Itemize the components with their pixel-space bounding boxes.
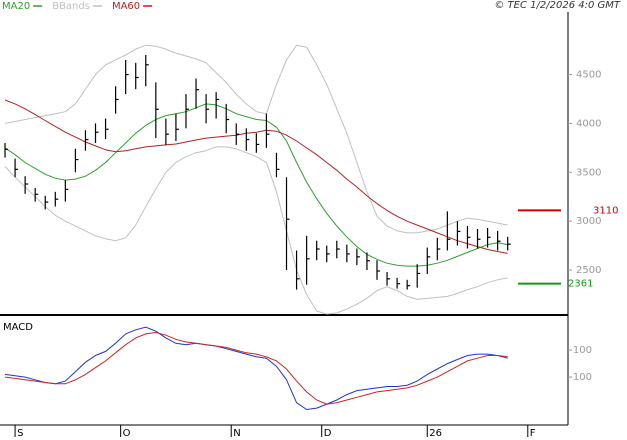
y-tick-label: 2500 xyxy=(576,265,601,276)
y-tick-label: 4000 xyxy=(576,118,601,129)
ma-line xyxy=(4,99,508,254)
level-label: 2361 xyxy=(568,279,593,290)
y-tick-label: 3500 xyxy=(576,167,601,178)
level-label: 3110 xyxy=(593,205,618,216)
plot-area xyxy=(4,326,508,411)
legend-label: MA60 xyxy=(112,1,140,12)
legend-label: BBands xyxy=(52,1,90,12)
x-tick-label: D xyxy=(324,428,332,439)
y-tick-label: 100 xyxy=(573,345,592,356)
x-tick-label: 26 xyxy=(429,428,442,439)
macd-line xyxy=(4,331,508,405)
x-tick-label: O xyxy=(123,428,131,439)
y-tick-label: 4500 xyxy=(576,70,601,81)
macd-title: MACD xyxy=(3,322,33,333)
x-tick-label: F xyxy=(530,428,536,439)
copyright: © TEC 1/2/2026 4:0 GMT xyxy=(494,0,621,11)
y-tick-label: 3000 xyxy=(576,216,601,227)
bband-line xyxy=(4,44,508,234)
ma-line xyxy=(4,103,508,267)
bband-line xyxy=(4,146,508,315)
x-tick-label: S xyxy=(17,428,23,439)
x-tick-label: N xyxy=(233,428,240,439)
macd-line xyxy=(4,326,508,411)
legend-label: MA20 xyxy=(2,1,30,12)
plot-area xyxy=(4,44,511,315)
y-tick-label: -100 xyxy=(569,372,592,383)
